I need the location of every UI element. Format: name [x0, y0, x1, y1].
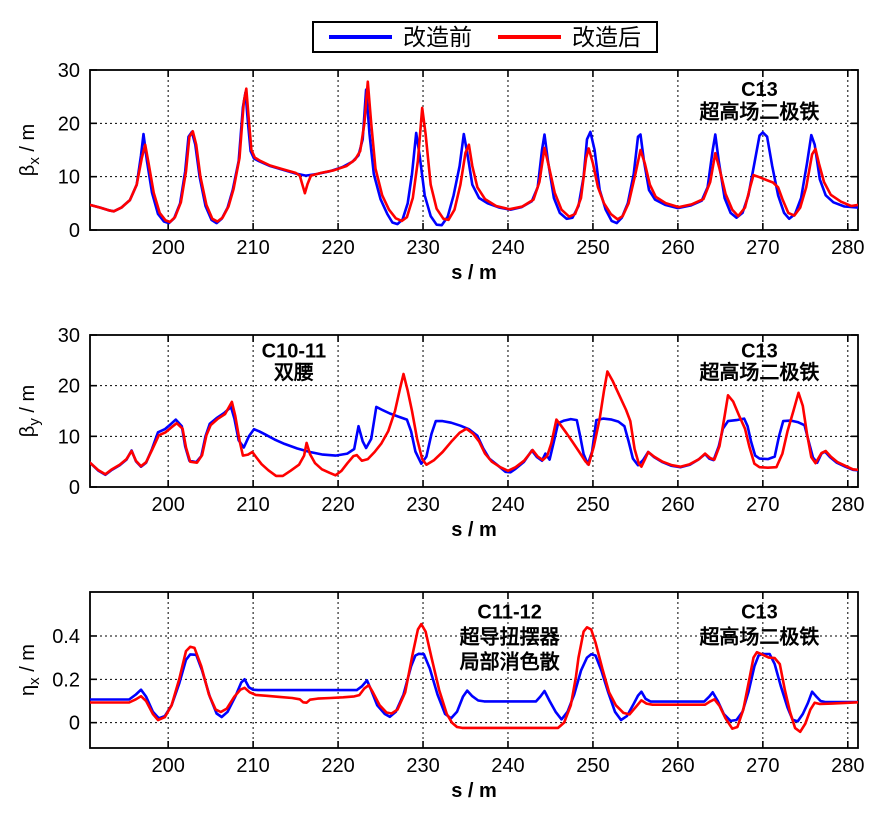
x-tick-label: 270 — [746, 237, 779, 259]
eta-x-xlabel: s / m — [451, 780, 497, 802]
legend-label-before: 改造前 — [403, 24, 472, 50]
x-tick-label: 250 — [576, 237, 609, 259]
annotation-text: 超高场二极铁 — [698, 100, 819, 124]
beta-x-plot: 200 210 220 230 240 250 260 270 280 0 10 20 30 s / m β… — [17, 60, 864, 284]
chart-legend: 改造前 改造后 — [312, 21, 658, 53]
x-tick-label: 260 — [661, 237, 694, 259]
x-tick-label: 230 — [406, 494, 439, 516]
x-tick-label: 230 — [406, 755, 439, 777]
series-line-after — [90, 622, 858, 734]
x-tick-label: 270 — [746, 494, 779, 516]
y-tick-label: 20 — [58, 113, 80, 135]
eta-x-plot: 200 210 220 230 240 250 260 270 280 0 0.2 0.4 s / m η… — [17, 591, 864, 802]
x-tick-label: 220 — [321, 494, 354, 516]
y-tick-label: 0 — [69, 713, 80, 735]
y-tick-label: 10 — [58, 426, 80, 448]
annotation-text: C13 — [741, 341, 778, 363]
beta-x-ticks — [90, 69, 858, 231]
x-tick-label: 220 — [321, 755, 354, 777]
x-tick-label: 250 — [576, 755, 609, 777]
annotation-text: 超高场二极铁 — [698, 625, 819, 649]
x-tick-label: 280 — [831, 237, 864, 259]
legend-label-after: 改造后 — [572, 24, 641, 50]
series-line-before — [90, 652, 858, 723]
annotation-text: 局部消色散 — [459, 650, 561, 674]
y-tick-label: 30 — [58, 60, 80, 82]
annotation-text: 超高场二极铁 — [698, 360, 819, 384]
legend-line-before-icon — [329, 35, 392, 39]
beta-y-ticks — [90, 334, 858, 488]
x-tick-label: 210 — [236, 494, 269, 516]
beta-y-plot: 200 210 220 230 240 250 260 270 280 0 10 20 30 s / m β… — [17, 325, 864, 541]
y-tick-label: 0 — [69, 477, 80, 499]
eta-x-frame — [89, 591, 859, 749]
x-tick-label: 250 — [576, 494, 609, 516]
x-tick-label: 240 — [491, 755, 524, 777]
series-line-after — [90, 80, 858, 224]
beta-x-frame — [89, 69, 859, 231]
x-tick-label: 270 — [746, 755, 779, 777]
eta-x-grid — [90, 592, 858, 748]
beta-x-grid — [90, 70, 858, 230]
annotation-text: C10-11 — [262, 341, 327, 363]
x-tick-label: 240 — [491, 494, 524, 516]
y-tick-label: 0 — [69, 220, 80, 242]
y-tick-label: 20 — [58, 376, 80, 398]
beta-y-xlabel: s / m — [451, 519, 497, 541]
x-tick-label: 230 — [406, 237, 439, 259]
legend-item-after: 改造后 — [498, 26, 641, 49]
annotation-text: 双腰 — [274, 361, 314, 384]
x-tick-label: 210 — [236, 237, 269, 259]
annotation-text: C13 — [741, 79, 778, 101]
beta-x-xlabel: s / m — [451, 262, 497, 284]
x-tick-label: 280 — [831, 755, 864, 777]
legend-line-after-icon — [498, 35, 561, 39]
y-tick-label: 30 — [58, 325, 80, 347]
x-tick-label: 220 — [321, 237, 354, 259]
y-tick-label: 0.4 — [52, 626, 80, 648]
eta-x-ticks — [90, 592, 858, 748]
x-tick-label: 260 — [661, 755, 694, 777]
x-tick-label: 210 — [236, 755, 269, 777]
x-tick-label: 200 — [151, 494, 184, 516]
x-tick-label: 200 — [151, 237, 184, 259]
annotation-text: 超导扭摆器 — [459, 625, 561, 649]
beta-x-ylabel: βx / m — [17, 124, 43, 176]
x-tick-label: 200 — [151, 755, 184, 777]
beta-y-frame — [89, 334, 859, 488]
series-line-after — [90, 370, 858, 478]
beta-y-ylabel: βy / m — [17, 385, 43, 437]
x-tick-label: 260 — [661, 494, 694, 516]
annotation-text: C11-12 — [477, 602, 542, 624]
x-tick-label: 240 — [491, 237, 524, 259]
beta-y-grid — [90, 335, 858, 487]
y-tick-label: 0.2 — [52, 669, 80, 691]
eta-x-ylabel: ηx / m — [17, 644, 43, 696]
y-tick-label: 10 — [58, 167, 80, 189]
x-tick-label: 280 — [831, 494, 864, 516]
annotation-text: C13 — [741, 602, 778, 624]
legend-item-before: 改造前 — [329, 26, 472, 49]
